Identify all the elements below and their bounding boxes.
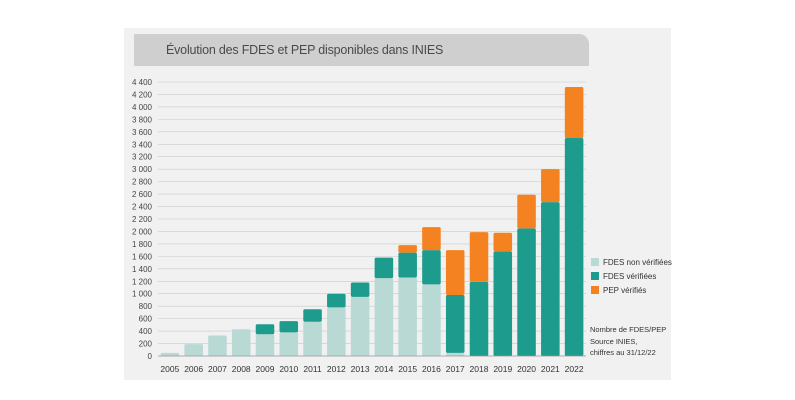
bar-segment-fdes-non-verifiees (255, 334, 275, 356)
bar-segment-fdes-non-verifiees (208, 335, 227, 356)
title-bar: Évolution des FDES et PEP disponibles da… (134, 34, 589, 66)
bar-segment-fdes-verifiees (422, 250, 441, 285)
bar-segment-fdes-non-verifiees (445, 352, 465, 356)
y-tick-label: 2 800 (132, 178, 153, 187)
bar-segment-fdes-verifiees (279, 321, 299, 333)
x-tick-label: 2007 (208, 364, 227, 374)
x-tick-label: 2009 (256, 364, 275, 374)
source-note: Nombre de FDES/PEP Source INIES, chiffre… (590, 324, 666, 359)
note-line: Source INIES, (590, 336, 638, 346)
x-tick-label: 2013 (351, 364, 370, 374)
bar-segment-pep-verifies (469, 232, 489, 282)
y-tick-label: 200 (139, 340, 153, 349)
bar-segment-fdes-non-verifiees (350, 296, 370, 356)
x-tick-label: 2005 (160, 364, 179, 374)
legend-label: FDES vérifiées (603, 271, 657, 281)
bar-segment-fdes-verifiees (541, 202, 560, 356)
legend-item-pep-verifies: PEP vérifiés (591, 283, 672, 297)
y-tick-label: 4 400 (132, 78, 153, 87)
x-tick-label: 2006 (184, 364, 203, 374)
legend: FDES non vérifiées FDES vérifiées PEP vé… (591, 255, 672, 297)
y-tick-label: 4 200 (132, 90, 153, 99)
bar-segment-fdes-verifiees (350, 282, 370, 297)
bar-segment-pep-verifies (541, 169, 560, 203)
bar-segment-fdes-non-verifiees (184, 344, 203, 356)
y-tick-label: 3 000 (132, 165, 153, 174)
bar-segment-fdes-verifiees (469, 281, 489, 356)
bar-segment-fdes-verifiees (398, 252, 417, 278)
note-line: Nombre de FDES/PEP (590, 325, 667, 334)
bar-segment-fdes-non-verifiees (303, 321, 322, 356)
bar-segment-fdes-non-verifiees (374, 278, 394, 356)
y-tick-label: 3 200 (132, 153, 153, 162)
x-tick-label: 2018 (470, 364, 489, 374)
y-tick-label: 2 200 (132, 215, 153, 224)
bar-segment-fdes-verifiees (493, 251, 513, 356)
x-tick-label: 2016 (422, 364, 441, 374)
x-tick-label: 2021 (541, 364, 560, 374)
chart-title: Évolution des FDES et PEP disponibles da… (166, 43, 444, 57)
legend-swatch (591, 258, 599, 266)
y-tick-label: 2 000 (132, 227, 153, 236)
x-tick-label: 2010 (279, 364, 298, 374)
legend-item-fdes-verifiees: FDES vérifiées (591, 269, 672, 283)
x-tick-label: 2011 (303, 364, 322, 374)
y-tick-label: 2 600 (132, 190, 153, 199)
x-tick-label: 2008 (232, 364, 251, 374)
y-tick-label: 3 600 (132, 128, 153, 137)
bar-segment-fdes-verifiees (255, 324, 275, 335)
y-tick-label: 400 (139, 327, 153, 336)
bar-segment-fdes-verifiees (445, 294, 465, 353)
y-tick-label: 1 200 (132, 277, 153, 286)
bar-segment-fdes-verifiees (327, 293, 346, 308)
x-tick-label: 2020 (517, 364, 536, 374)
bar-segment-fdes-non-verifiees (422, 284, 441, 356)
bar-segment-pep-verifies (564, 86, 584, 139)
y-tick-label: 3 400 (132, 140, 153, 149)
x-tick-label: 2012 (327, 364, 346, 374)
x-tick-label: 2015 (398, 364, 417, 374)
bar-segment-pep-verifies (445, 250, 465, 295)
y-tick-label: 1 000 (132, 290, 153, 299)
y-tick-label: 0 (148, 352, 153, 361)
legend-label: PEP vérifiés (603, 285, 647, 295)
x-tick-label: 2017 (446, 364, 465, 374)
legend-swatch (591, 272, 599, 280)
bar-segment-fdes-non-verifiees (231, 329, 251, 356)
y-tick-label: 1 800 (132, 240, 153, 249)
legend-label: FDES non vérifiées (603, 257, 672, 267)
bar-segment-pep-verifies (517, 194, 536, 229)
x-tick-label: 2014 (374, 364, 393, 374)
y-tick-label: 2 400 (132, 203, 153, 212)
bar-segment-fdes-verifiees (303, 309, 322, 322)
bar-segment-fdes-verifiees (374, 257, 394, 279)
y-tick-label: 600 (139, 315, 153, 324)
legend-swatch (591, 286, 599, 294)
bar-segment-fdes-verifiees (517, 228, 536, 356)
y-tick-label: 800 (139, 302, 153, 311)
legend-item-fdes-non-verifiees: FDES non vérifiées (591, 255, 672, 269)
bar-segment-pep-verifies (422, 227, 441, 251)
note-line: chiffres au 31/12/22 (590, 348, 656, 357)
y-tick-label: 1 600 (132, 252, 153, 261)
bar-segment-fdes-non-verifiees (160, 352, 180, 356)
bar-segment-fdes-non-verifiees (398, 277, 417, 356)
y-tick-label: 3 800 (132, 115, 153, 124)
y-tick-label: 1 400 (132, 265, 153, 274)
bar-segment-fdes-non-verifiees (279, 332, 299, 356)
x-tick-label: 2019 (493, 364, 512, 374)
bar-segment-pep-verifies (493, 232, 513, 252)
y-tick-label: 4 000 (132, 103, 153, 112)
bar-segment-pep-verifies (398, 245, 417, 253)
x-tick-label: 2022 (565, 364, 584, 374)
bar-segment-fdes-non-verifiees (327, 307, 346, 356)
bar-segment-fdes-verifiees (564, 138, 584, 356)
